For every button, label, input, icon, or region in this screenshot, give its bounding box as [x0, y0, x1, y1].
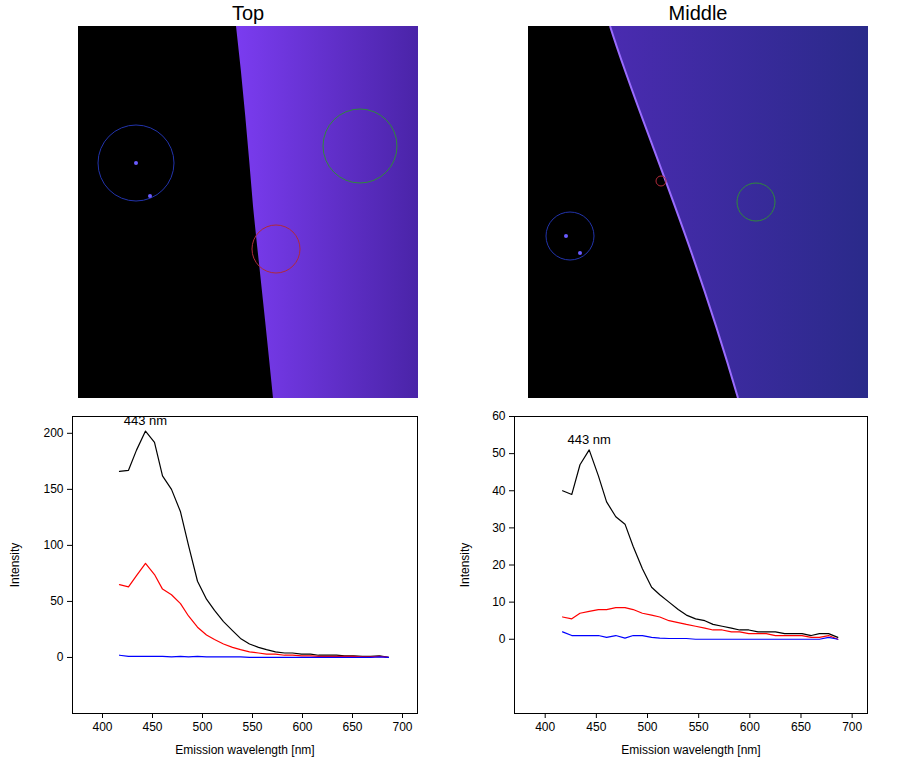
svg-text:700: 700 [392, 720, 412, 734]
svg-text:443 nm: 443 nm [568, 432, 611, 447]
svg-text:700: 700 [842, 720, 862, 734]
svg-text:200: 200 [43, 426, 63, 440]
svg-text:30: 30 [492, 521, 506, 535]
svg-text:550: 550 [689, 720, 709, 734]
svg-text:600: 600 [292, 720, 312, 734]
svg-text:40: 40 [492, 484, 506, 498]
svg-text:500: 500 [192, 720, 212, 734]
html-text:Middle: Middle [668, 2, 728, 24]
svg-text:443 nm: 443 nm [124, 413, 167, 428]
svg-text:20: 20 [492, 558, 506, 572]
svg-text:450: 450 [586, 720, 606, 734]
svg-text:400: 400 [535, 720, 555, 734]
svg-text:60: 60 [492, 409, 506, 423]
svg-text:10: 10 [492, 595, 506, 609]
svg-text:Emission wavelength [nm]: Emission wavelength [nm] [175, 743, 314, 757]
svg-text:550: 550 [242, 720, 262, 734]
svg-text:50: 50 [492, 446, 506, 460]
svg-text:500: 500 [637, 720, 657, 734]
svg-text:0: 0 [57, 650, 64, 664]
svg-text:100: 100 [43, 538, 63, 552]
svg-text:400: 400 [92, 720, 112, 734]
svg-text:0: 0 [499, 632, 506, 646]
html-text:Top: Top [231, 2, 265, 24]
svg-text:150: 150 [43, 482, 63, 496]
svg-text:450: 450 [142, 720, 162, 734]
svg-text:650: 650 [342, 720, 362, 734]
svg-text:600: 600 [740, 720, 760, 734]
svg-text:650: 650 [791, 720, 811, 734]
svg-text:Intensity: Intensity [458, 543, 472, 588]
svg-text:Intensity: Intensity [8, 543, 22, 588]
svg-text:Emission wavelength [nm]: Emission wavelength [nm] [621, 743, 760, 757]
svg-text:50: 50 [50, 594, 64, 608]
